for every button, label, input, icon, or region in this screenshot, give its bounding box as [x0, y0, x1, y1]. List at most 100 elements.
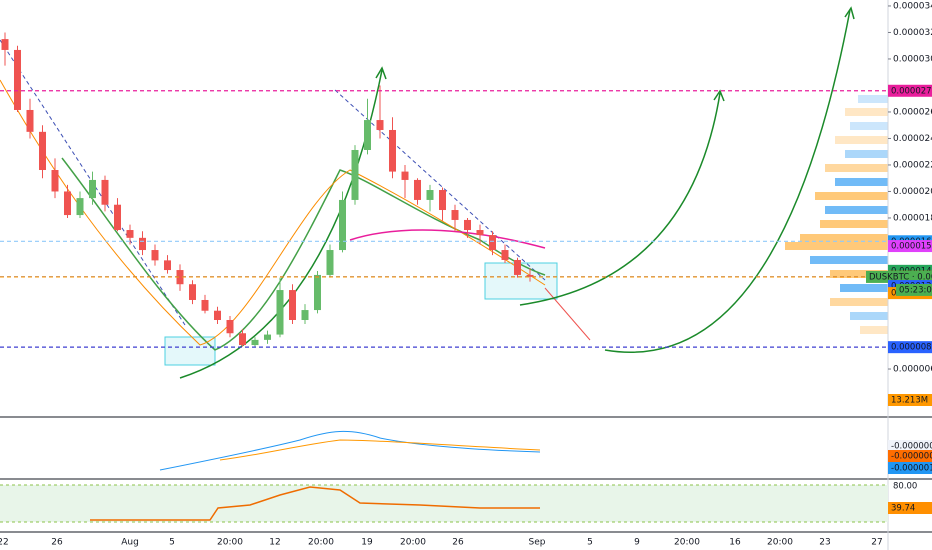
candle-body [126, 230, 134, 238]
macd-label: -0.00000018 [891, 442, 932, 452]
price-label: 0.00000825 [891, 343, 932, 353]
candle-body [189, 284, 196, 300]
rsi-band [0, 485, 888, 522]
candle-body [464, 219, 471, 231]
arrow [519, 92, 721, 306]
x-tick-label: 5 [169, 538, 175, 548]
rsi-label-bg [888, 502, 932, 514]
symbol-label: DUSKBTC · 0.00001355 [869, 272, 932, 282]
macd-label-bg [888, 450, 932, 462]
x-tick-label: 16 [729, 538, 741, 548]
candle-body [39, 131, 46, 171]
candle-body [489, 235, 496, 251]
candle-body [301, 310, 309, 320]
candle-body [389, 129, 396, 172]
candle-body [51, 170, 59, 192]
y-tick-label: 0.00002000 [893, 187, 932, 197]
candle-body [276, 290, 284, 335]
rsi-label: 39.74 [891, 504, 915, 514]
candle-body [326, 250, 334, 275]
x-tick-label: 20:00 [308, 538, 334, 548]
volume-label: 13.213M [891, 396, 928, 406]
signal-line [219, 439, 541, 461]
candle-body [201, 299, 209, 311]
y-tick-label: 0.00003000 [893, 54, 932, 64]
macd-label-bg [888, 462, 932, 474]
x-tick-label: 26 [452, 538, 464, 548]
ma-line [349, 229, 546, 249]
price-label-bg [888, 341, 932, 354]
price-label-bg [888, 84, 932, 97]
candle-body [289, 290, 296, 320]
candle-body [239, 333, 246, 346]
macd-line [159, 431, 541, 471]
candle-body [26, 109, 34, 132]
candle-body [451, 210, 459, 220]
candle-body [339, 199, 346, 251]
price-label: 0.00002760 [891, 86, 932, 96]
candle-body [64, 191, 71, 216]
candle-body [89, 179, 96, 199]
x-tick-label: 20:00 [400, 538, 426, 548]
macd-label: -0.00000090 [891, 452, 932, 462]
candle-body [376, 120, 384, 130]
x-tick-label: Aug [121, 538, 139, 548]
x-tick-label: 27 [871, 538, 882, 548]
candle-body [76, 198, 84, 216]
candle-body [476, 230, 484, 236]
candle-body [164, 260, 171, 271]
labels: 0.000027600.000016240.000015880.00001401… [0, 84, 932, 548]
countdown: 05:23:04 [899, 285, 932, 295]
candle-body [1, 39, 9, 50]
candle-body [314, 274, 321, 311]
y-tick-label: 0.00002600 [893, 107, 932, 117]
candle-body [251, 339, 259, 346]
x-tick-label: 22 [0, 538, 9, 548]
x-tick-label: 20:00 [217, 538, 243, 548]
candle-body [114, 204, 121, 231]
candle-body [214, 310, 221, 320]
x-tick-label: 23 [819, 538, 830, 548]
candle-body [226, 319, 234, 334]
arrow-head [375, 66, 387, 80]
candle-body [364, 120, 371, 150]
y-tick-label: 0.00002200 [893, 160, 932, 170]
macd-label-bg [888, 440, 932, 452]
x-tick-label: 9 [634, 538, 640, 548]
candle-body [351, 149, 359, 200]
price-axis: 0.00003400 0.00003200 0.00003000 0.00002600… [888, 1, 932, 375]
box [164, 336, 216, 366]
candle-body [401, 171, 409, 180]
arrow [713, 89, 725, 102]
rsi-level-label: 80.00 [893, 482, 917, 492]
candle-body [264, 334, 271, 340]
candle-body [139, 237, 146, 251]
x-tick-label: 26 [51, 538, 63, 548]
x-tick-label: Sep [529, 538, 546, 548]
y-tick-label: 0.00001800 [893, 213, 932, 223]
candle-body [439, 190, 446, 211]
x-tick-label: 20:00 [767, 538, 793, 548]
volume-profile [785, 95, 888, 334]
x-tick-label: 12 [269, 538, 280, 548]
projection [544, 287, 591, 341]
symbol-label-bg [866, 270, 932, 283]
candle-body [501, 250, 509, 260]
candle-body [176, 270, 184, 285]
volume-label-bg [888, 394, 932, 406]
y-tick-label: 0.00000660 [893, 365, 932, 375]
y-tick-label: 0.00003200 [893, 28, 932, 38]
x-tick-label: 19 [361, 538, 373, 548]
candle-body [151, 250, 159, 261]
candle-body [514, 259, 521, 275]
candle-body [426, 190, 434, 200]
price-label: 0.00001588 [891, 242, 932, 252]
rsi-line [90, 486, 540, 521]
candle-body [414, 179, 421, 200]
arrow-head [844, 6, 855, 20]
countdown-bg [896, 283, 932, 296]
y-tick-label: 0.00003400 [893, 1, 932, 11]
x-tick-label: 20:00 [674, 538, 700, 548]
